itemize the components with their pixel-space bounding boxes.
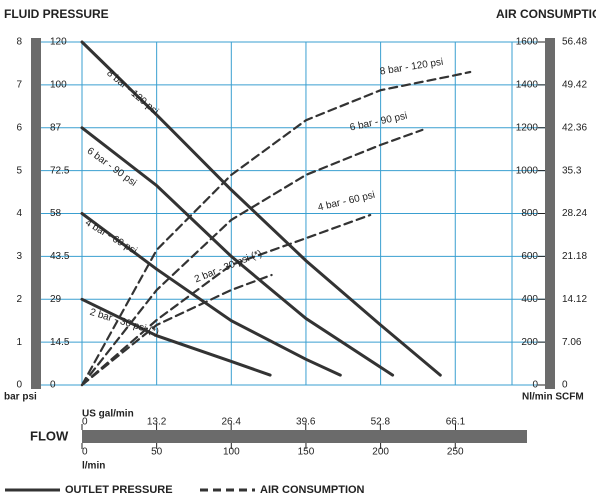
x-axis-label-top: US gal/min [82,409,134,420]
curve-label: 8 bar - 120 psi [379,57,444,78]
y3-tick-label: 35.3 [562,165,582,176]
x2-tick-label: 52.8 [371,417,391,428]
outlet-pressure-curve [80,297,272,377]
y2-tick-label: 1400 [516,80,539,91]
x2-tick-label: 0 [82,417,88,428]
legend-label: AIR CONSUMPTION [260,484,365,496]
y-tick-label: 0 [16,380,22,391]
air-consumption-curve [80,70,472,387]
psi-tick-label: 0 [50,380,56,391]
y2-tick-label: 0 [532,380,538,391]
x-axis-label-bottom: l/min [82,461,105,472]
curve-label: 4 bar - 60 psi [83,217,139,256]
legend-label: OUTLET PRESSURE [65,484,173,496]
psi-tick-label: 72.5 [50,165,70,176]
y3-tick-label: 14.12 [562,294,587,305]
chart-title-right: AIR CONSUMPTION [496,7,596,21]
flow-axis-bar [82,430,527,443]
y-tick-label: 3 [16,251,22,262]
y2-tick-label: 600 [521,251,538,262]
outlet-pressure-curve [80,212,342,377]
air-consumption-curve [80,128,424,387]
y3-tick-label: 56.48 [562,37,587,48]
curve-label: 8 bar - 120 psi [104,68,160,118]
air-consumption-curve [80,213,372,387]
y3-tick-label: 42.36 [562,122,587,133]
curve-label: 4 bar - 60 psi [317,190,376,214]
y-tick-label: 1 [16,337,22,348]
y-tick-label: 7 [16,80,22,91]
y2-axis-label: Nl/min SCFM [522,392,584,403]
x-tick-label: 0 [82,447,88,458]
x2-tick-label: 26.4 [221,417,241,428]
y3-tick-label: 7.06 [562,337,582,348]
y3-tick-label: 21.18 [562,251,587,262]
y-axis-label: bar psi [4,392,37,403]
y-tick-label: 6 [16,122,22,133]
psi-tick-label: 43.5 [50,251,70,262]
y2-tick-label: 800 [521,208,538,219]
x-tick-label: 250 [447,447,464,458]
psi-tick-label: 29 [50,294,62,305]
outlet-pressure-curve [80,126,395,377]
y2-tick-label: 1600 [516,37,539,48]
chart-title: FLUID PRESSURE [4,7,109,21]
outlet-pressure-curve [80,40,442,377]
x-tick-label: 150 [298,447,315,458]
y2-tick-label: 400 [521,294,538,305]
psi-tick-label: 120 [50,37,67,48]
x2-tick-label: 13.2 [147,417,167,428]
air-consumption-curve [80,273,273,387]
psi-tick-label: 100 [50,80,67,91]
curve-label: 6 bar - 90 psi [349,111,408,134]
y3-tick-label: 0 [562,380,568,391]
x2-tick-label: 66.1 [446,417,466,428]
x-axis-title: FLOW [30,428,69,443]
psi-tick-label: 87 [50,122,62,133]
left-axis-bar [31,38,41,389]
y3-tick-label: 49.42 [562,80,587,91]
y2-tick-label: 200 [521,337,538,348]
y3-tick-label: 28.24 [562,208,587,219]
x-tick-label: 50 [151,447,163,458]
psi-tick-label: 58 [50,208,62,219]
y-tick-label: 2 [16,294,22,305]
right-axis-bar [545,38,555,389]
y2-tick-label: 1200 [516,122,539,133]
x-tick-label: 100 [223,447,240,458]
y-tick-label: 4 [16,208,22,219]
x2-tick-label: 39.6 [296,417,316,428]
y-tick-label: 8 [16,37,22,48]
curve-label: 2 bar - 30 psi (*) [88,307,160,338]
y2-tick-label: 1000 [516,165,539,176]
psi-tick-label: 14.5 [50,337,70,348]
y-tick-label: 5 [16,165,22,176]
x-tick-label: 200 [372,447,389,458]
